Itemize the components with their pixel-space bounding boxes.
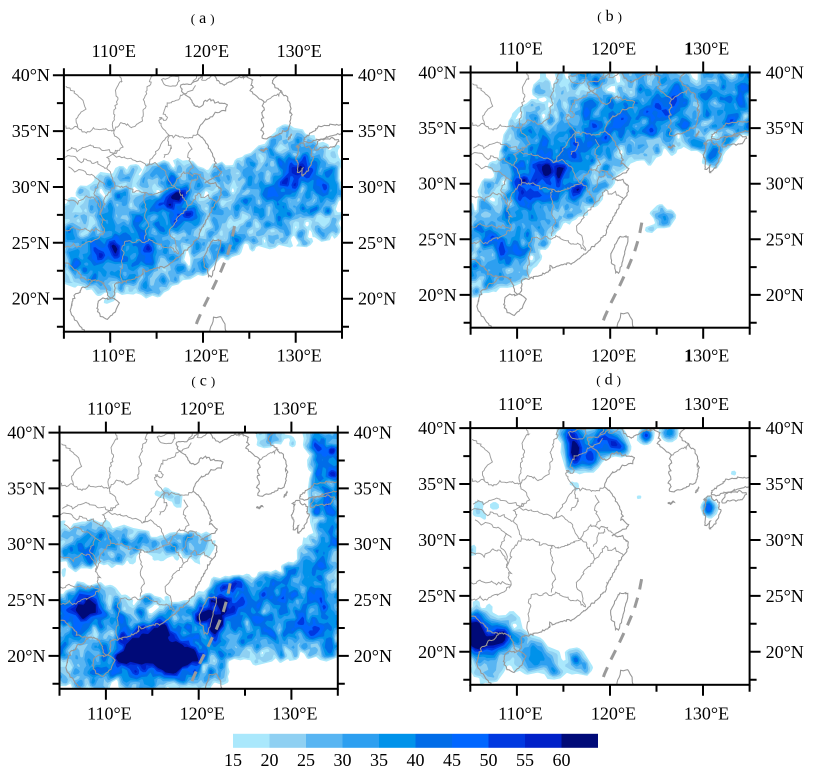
svg-text:25°N: 25°N bbox=[418, 229, 456, 249]
svg-text:25°N: 25°N bbox=[766, 229, 804, 249]
svg-text:110°E: 110°E bbox=[498, 39, 543, 59]
svg-text:35°N: 35°N bbox=[418, 474, 456, 494]
svg-text:120°E: 120°E bbox=[591, 704, 636, 724]
svg-text:(a): (a) bbox=[191, 10, 215, 27]
svg-text:20°N: 20°N bbox=[766, 285, 804, 305]
svg-text:120°E: 120°E bbox=[591, 39, 636, 59]
svg-text:20°N: 20°N bbox=[418, 642, 456, 662]
svg-text:40: 40 bbox=[407, 750, 425, 770]
svg-text:30°N: 30°N bbox=[418, 530, 456, 550]
svg-text:40°N: 40°N bbox=[358, 65, 396, 85]
svg-text:(c): (c) bbox=[191, 373, 215, 390]
svg-text:110°E: 110°E bbox=[92, 346, 137, 366]
svg-text:120°E: 120°E bbox=[180, 399, 225, 419]
svg-text:40°N: 40°N bbox=[12, 65, 50, 85]
svg-text:110°E: 110°E bbox=[498, 346, 543, 366]
svg-text:130°E: 130°E bbox=[684, 39, 729, 59]
svg-text:20°N: 20°N bbox=[766, 642, 804, 662]
svg-text:30°N: 30°N bbox=[766, 174, 804, 194]
svg-text:40°N: 40°N bbox=[7, 423, 45, 443]
svg-text:30°N: 30°N bbox=[354, 534, 392, 554]
svg-text:25°N: 25°N bbox=[766, 586, 804, 606]
svg-text:35°N: 35°N bbox=[418, 118, 456, 138]
svg-text:110°E: 110°E bbox=[498, 394, 543, 414]
svg-text:35°N: 35°N bbox=[12, 121, 50, 141]
svg-text:30°N: 30°N bbox=[7, 534, 45, 554]
svg-text:130°E: 130°E bbox=[277, 346, 322, 366]
svg-text:25°N: 25°N bbox=[7, 590, 45, 610]
svg-text:(b): (b) bbox=[597, 8, 622, 25]
svg-text:20: 20 bbox=[261, 750, 279, 770]
svg-text:130°E: 130°E bbox=[684, 346, 729, 366]
svg-text:35°N: 35°N bbox=[358, 121, 396, 141]
svg-text:40°N: 40°N bbox=[766, 63, 804, 83]
svg-text:35°N: 35°N bbox=[766, 118, 804, 138]
svg-text:(d): (d) bbox=[596, 372, 621, 389]
svg-text:25: 25 bbox=[297, 750, 315, 770]
svg-text:130°E: 130°E bbox=[272, 399, 317, 419]
svg-text:20°N: 20°N bbox=[358, 289, 396, 309]
svg-text:120°E: 120°E bbox=[184, 346, 229, 366]
svg-text:25°N: 25°N bbox=[358, 233, 396, 253]
svg-text:110°E: 110°E bbox=[87, 399, 132, 419]
svg-text:120°E: 120°E bbox=[591, 394, 636, 414]
svg-text:130°E: 130°E bbox=[277, 41, 322, 61]
svg-text:15: 15 bbox=[224, 750, 242, 770]
svg-text:40°N: 40°N bbox=[418, 418, 456, 438]
svg-text:30°N: 30°N bbox=[418, 174, 456, 194]
svg-text:120°E: 120°E bbox=[184, 41, 229, 61]
svg-text:35°N: 35°N bbox=[7, 478, 45, 498]
svg-text:25°N: 25°N bbox=[354, 590, 392, 610]
svg-text:130°E: 130°E bbox=[684, 704, 729, 724]
svg-text:55: 55 bbox=[516, 750, 534, 770]
svg-text:30°N: 30°N bbox=[12, 177, 50, 197]
svg-text:35°N: 35°N bbox=[354, 478, 392, 498]
svg-text:110°E: 110°E bbox=[92, 41, 137, 61]
svg-text:120°E: 120°E bbox=[180, 704, 225, 724]
svg-text:40°N: 40°N bbox=[354, 423, 392, 443]
svg-text:25°N: 25°N bbox=[418, 586, 456, 606]
svg-text:110°E: 110°E bbox=[498, 704, 543, 724]
svg-text:20°N: 20°N bbox=[354, 646, 392, 666]
svg-text:130°E: 130°E bbox=[272, 704, 317, 724]
svg-text:40°N: 40°N bbox=[766, 418, 804, 438]
svg-text:20°N: 20°N bbox=[12, 289, 50, 309]
svg-text:20°N: 20°N bbox=[418, 285, 456, 305]
svg-text:45: 45 bbox=[443, 750, 461, 770]
svg-text:130°E: 130°E bbox=[684, 394, 729, 414]
svg-text:30: 30 bbox=[334, 750, 352, 770]
svg-text:40°N: 40°N bbox=[418, 63, 456, 83]
svg-text:35: 35 bbox=[370, 750, 388, 770]
svg-text:35°N: 35°N bbox=[766, 474, 804, 494]
svg-text:60: 60 bbox=[553, 750, 571, 770]
svg-text:30°N: 30°N bbox=[358, 177, 396, 197]
svg-text:110°E: 110°E bbox=[87, 704, 132, 724]
svg-text:25°N: 25°N bbox=[12, 233, 50, 253]
svg-text:120°E: 120°E bbox=[591, 346, 636, 366]
svg-text:50: 50 bbox=[480, 750, 498, 770]
svg-text:20°N: 20°N bbox=[7, 646, 45, 666]
svg-text:30°N: 30°N bbox=[766, 530, 804, 550]
